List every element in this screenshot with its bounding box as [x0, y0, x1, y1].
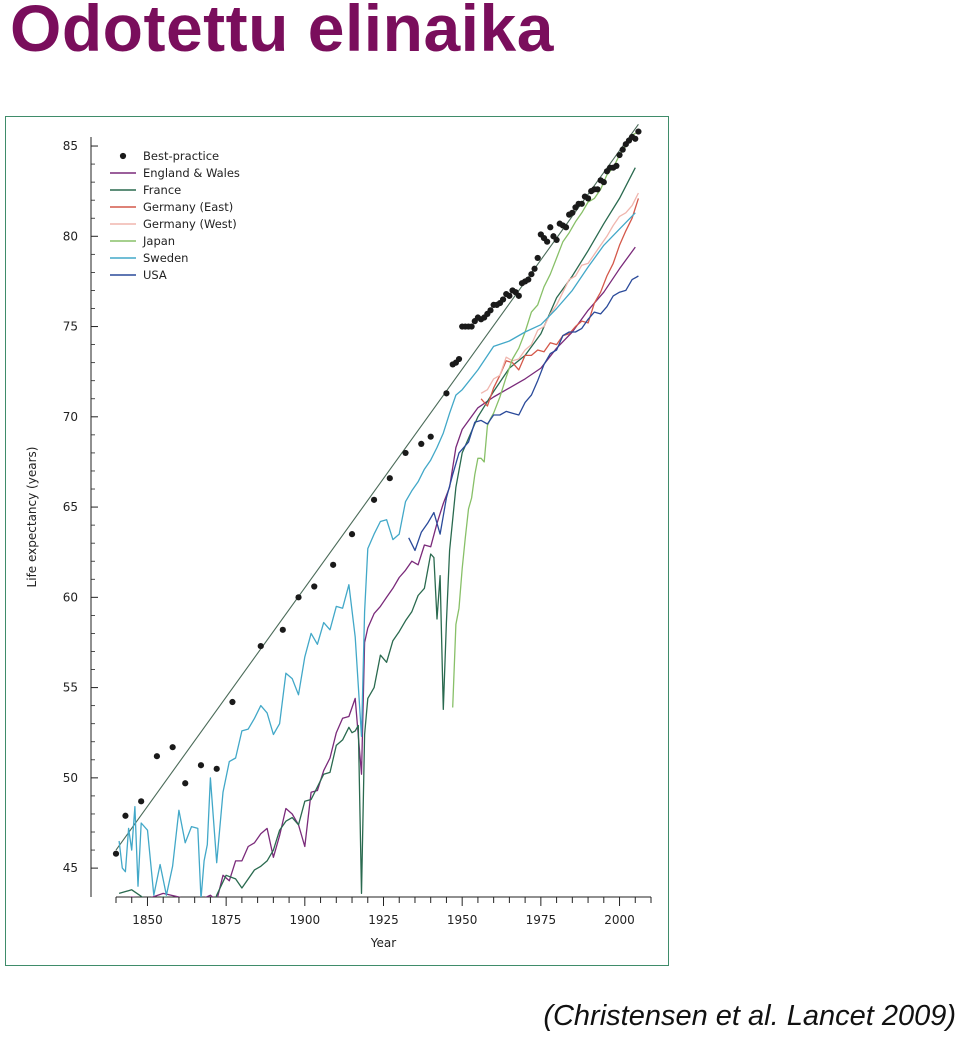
best-practice-point — [348, 531, 356, 538]
best-practice-point — [213, 765, 220, 772]
best-practice-point — [569, 209, 576, 216]
x-tick-label: 1875 — [211, 913, 242, 927]
y-tick-label: 60 — [63, 590, 78, 604]
legend: Best-practice England & Wales France German… — [110, 149, 240, 282]
y-tick-label: 50 — [63, 771, 78, 785]
best-practice-point — [613, 162, 620, 169]
x-tick-label: 1850 — [132, 913, 163, 927]
best-practice-point — [487, 307, 494, 314]
best-practice-point — [112, 850, 120, 857]
best-practice-point — [468, 323, 475, 330]
legend-marker-best-practice — [119, 152, 127, 160]
best-practice-point — [370, 496, 378, 503]
best-practice-point — [295, 594, 302, 601]
x-tick-label: 1975 — [526, 913, 557, 927]
best-practice-point — [616, 151, 623, 159]
x-tick-label: 1950 — [447, 913, 478, 927]
best-practice-point — [330, 561, 337, 568]
figure-frame: 45 50 55 60 65 70 75 80 85 Life expectancy (years… — [5, 116, 669, 966]
best-practice-point — [229, 698, 236, 706]
best-practice-point — [544, 238, 551, 245]
best-practice-point — [182, 780, 189, 787]
legend-label-sweden: Sweden — [143, 251, 188, 265]
series-line-france — [118, 167, 636, 897]
best-practice-point — [455, 355, 463, 363]
citation: (Christensen et al. Lancet 2009) — [543, 1000, 956, 1032]
life-expectancy-chart: 45 50 55 60 65 70 75 80 85 Life expectancy (years… — [25, 124, 652, 950]
best-practice-point — [547, 224, 554, 231]
best-practice-trend-line — [115, 124, 639, 851]
best-practice-point — [418, 440, 425, 447]
best-practice-point — [528, 271, 535, 278]
best-practice-point — [619, 146, 626, 153]
legend-label-germany-east: Germany (East) — [143, 200, 233, 214]
best-practice-point — [515, 292, 522, 299]
legend-label-england-wales: England & Wales — [143, 166, 240, 180]
legend-label-france: France — [143, 183, 181, 197]
y-tick-label: 85 — [63, 139, 78, 153]
y-axis-title: Life expectancy (years) — [25, 447, 39, 588]
best-practice-point — [531, 265, 538, 272]
y-tick-label: 75 — [63, 320, 78, 334]
legend-label-usa: USA — [143, 268, 167, 282]
x-tick-label: 1900 — [290, 913, 321, 927]
best-practice-point — [578, 200, 585, 207]
best-practice-point — [138, 798, 145, 805]
y-tick-label: 80 — [63, 229, 78, 243]
y-tick-label: 45 — [63, 861, 78, 875]
best-practice-point — [600, 179, 607, 186]
best-practice-point — [499, 296, 507, 303]
series-line-germany-east — [480, 198, 640, 407]
plot-area — [112, 124, 642, 897]
x-tick-label: 2000 — [604, 913, 635, 927]
best-practice-point — [197, 762, 205, 769]
best-practice-point — [553, 236, 560, 243]
y-tick-label: 55 — [63, 681, 78, 695]
best-practice-point — [169, 744, 176, 751]
best-practice-point — [635, 128, 642, 135]
x-tick-label: 1925 — [368, 913, 399, 927]
series-line-germany-west — [480, 192, 639, 394]
y-tick-label: 70 — [63, 410, 78, 424]
x-axis-title: Year — [370, 936, 396, 950]
legend-label-japan: Japan — [142, 234, 175, 248]
best-practice-point — [427, 433, 434, 440]
best-practice-point — [311, 583, 318, 590]
best-practice-point — [506, 292, 513, 299]
best-practice-point — [386, 475, 393, 482]
best-practice-point — [257, 642, 264, 650]
series-line-japan — [452, 131, 639, 708]
best-practice-point — [562, 224, 570, 231]
best-practice-point — [632, 135, 639, 142]
slide-title: Odotettu elinaika — [10, 0, 554, 65]
legend-label-germany-west: Germany (West) — [143, 217, 237, 231]
best-practice-point — [594, 186, 601, 193]
series-line-sweden — [118, 212, 636, 897]
best-practice-point — [525, 276, 532, 283]
y-tick-label: 65 — [63, 500, 78, 514]
best-practice-point — [122, 812, 129, 819]
series-line-england-wales — [129, 246, 636, 897]
best-practice-point — [584, 195, 592, 202]
best-practice-point — [443, 390, 450, 397]
best-practice-point — [279, 626, 286, 633]
best-practice-point — [153, 753, 161, 760]
best-practice-point — [534, 254, 541, 262]
series-line-usa — [408, 275, 639, 552]
legend-label-best-practice: Best-practice — [143, 149, 219, 163]
best-practice-point — [402, 449, 409, 457]
